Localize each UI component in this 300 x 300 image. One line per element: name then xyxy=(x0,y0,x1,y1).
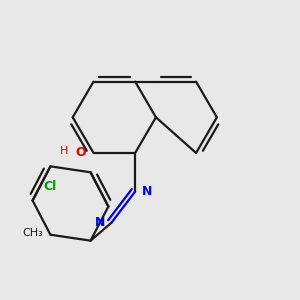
Text: H: H xyxy=(60,146,68,157)
Text: N: N xyxy=(94,216,105,229)
Text: CH₃: CH₃ xyxy=(22,228,43,238)
Text: O: O xyxy=(76,146,86,160)
Text: Cl: Cl xyxy=(44,180,57,193)
Text: N: N xyxy=(142,185,152,198)
